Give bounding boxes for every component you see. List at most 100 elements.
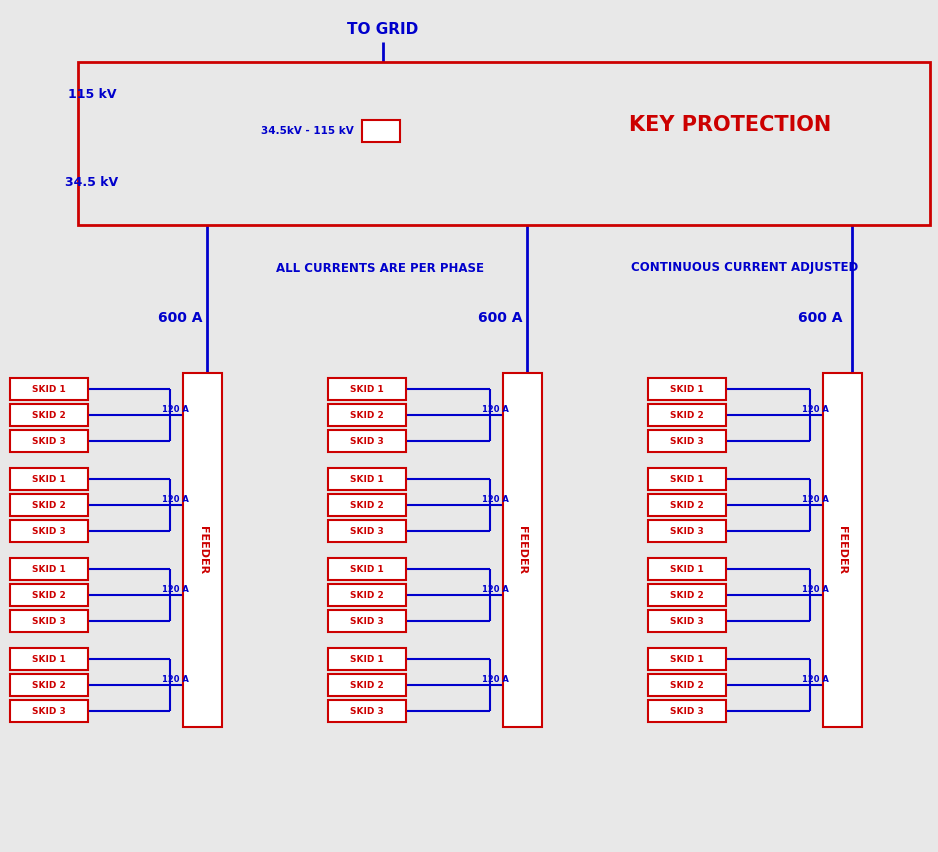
Bar	[328, 378, 406, 400]
Text: SKID 3: SKID 3	[670, 706, 704, 716]
Text: SKID 3: SKID 3	[350, 617, 384, 625]
Text: 120 A: 120 A	[802, 405, 828, 413]
Text: 120 A: 120 A	[482, 584, 508, 594]
Bar	[10, 430, 88, 452]
Bar	[183, 373, 222, 727]
Bar	[10, 648, 88, 670]
Bar	[328, 648, 406, 670]
Text: SKID 2: SKID 2	[670, 681, 704, 689]
Bar	[328, 674, 406, 696]
Text: CONTINUOUS CURRENT ADJUSTED: CONTINUOUS CURRENT ADJUSTED	[631, 262, 858, 274]
Text: SKID 1: SKID 1	[670, 654, 704, 664]
Text: SKID 2: SKID 2	[670, 411, 704, 419]
Bar	[823, 373, 862, 727]
Bar	[10, 558, 88, 580]
Bar	[10, 700, 88, 722]
Text: 120 A: 120 A	[161, 494, 189, 504]
Text: ALL CURRENTS ARE PER PHASE: ALL CURRENTS ARE PER PHASE	[276, 262, 484, 274]
Text: 600 A: 600 A	[158, 311, 203, 325]
Text: SKID 1: SKID 1	[32, 565, 66, 573]
Text: 120 A: 120 A	[802, 584, 828, 594]
Text: SKID 3: SKID 3	[32, 527, 66, 536]
Bar	[328, 520, 406, 542]
Text: SKID 2: SKID 2	[670, 500, 704, 509]
Bar	[328, 558, 406, 580]
Bar	[648, 378, 726, 400]
Text: SKID 1: SKID 1	[350, 475, 384, 483]
Bar	[648, 584, 726, 606]
Text: 120 A: 120 A	[482, 675, 508, 683]
Bar	[648, 674, 726, 696]
Text: SKID 2: SKID 2	[32, 681, 66, 689]
Bar	[648, 520, 726, 542]
Bar	[648, 648, 726, 670]
Bar	[648, 610, 726, 632]
Bar	[328, 430, 406, 452]
Text: SKID 2: SKID 2	[350, 411, 384, 419]
Text: SKID 1: SKID 1	[32, 654, 66, 664]
Text: 120 A: 120 A	[482, 405, 508, 413]
Bar	[328, 610, 406, 632]
Text: SKID 1: SKID 1	[32, 475, 66, 483]
Bar	[648, 404, 726, 426]
Text: SKID 1: SKID 1	[670, 475, 704, 483]
Text: SKID 3: SKID 3	[32, 617, 66, 625]
Text: 120 A: 120 A	[802, 494, 828, 504]
Text: 120 A: 120 A	[161, 405, 189, 413]
Text: SKID 3: SKID 3	[350, 706, 384, 716]
Text: SKID 2: SKID 2	[350, 590, 384, 600]
Bar	[328, 584, 406, 606]
Bar	[78, 62, 930, 225]
Text: 115 kV: 115 kV	[68, 89, 116, 101]
Text: SKID 2: SKID 2	[32, 590, 66, 600]
Bar	[648, 468, 726, 490]
Text: SKID 1: SKID 1	[670, 565, 704, 573]
Bar	[10, 468, 88, 490]
Text: FEEDER: FEEDER	[198, 526, 207, 574]
Text: SKID 3: SKID 3	[670, 527, 704, 536]
Text: 120 A: 120 A	[802, 675, 828, 683]
Bar	[328, 494, 406, 516]
Bar	[648, 558, 726, 580]
Bar	[648, 700, 726, 722]
Bar	[10, 610, 88, 632]
Text: SKID 2: SKID 2	[350, 681, 384, 689]
Text: SKID 2: SKID 2	[32, 500, 66, 509]
Text: 34.5 kV: 34.5 kV	[65, 176, 118, 189]
Text: SKID 2: SKID 2	[350, 500, 384, 509]
Text: SKID 3: SKID 3	[670, 617, 704, 625]
Text: SKID 1: SKID 1	[350, 654, 384, 664]
Text: 120 A: 120 A	[482, 494, 508, 504]
Bar	[328, 404, 406, 426]
Bar	[503, 373, 542, 727]
Text: FEEDER: FEEDER	[518, 526, 527, 574]
Bar	[648, 430, 726, 452]
Text: SKID 3: SKID 3	[350, 436, 384, 446]
Bar	[328, 468, 406, 490]
Text: 600 A: 600 A	[477, 311, 522, 325]
Text: SKID 2: SKID 2	[32, 411, 66, 419]
Bar	[10, 674, 88, 696]
Bar	[362, 120, 400, 142]
Text: SKID 1: SKID 1	[350, 565, 384, 573]
Text: SKID 3: SKID 3	[670, 436, 704, 446]
Bar	[10, 404, 88, 426]
Text: 34.5kV - 115 kV: 34.5kV - 115 kV	[262, 126, 354, 136]
Bar	[648, 494, 726, 516]
Text: SKID 1: SKID 1	[32, 384, 66, 394]
Text: 120 A: 120 A	[161, 584, 189, 594]
Text: FEEDER: FEEDER	[838, 526, 848, 574]
Bar	[10, 494, 88, 516]
Text: SKID 3: SKID 3	[32, 706, 66, 716]
Text: KEY PROTECTION: KEY PROTECTION	[628, 115, 831, 135]
Bar	[10, 378, 88, 400]
Text: 120 A: 120 A	[161, 675, 189, 683]
Bar	[328, 700, 406, 722]
Text: 600 A: 600 A	[797, 311, 842, 325]
Bar	[10, 520, 88, 542]
Bar	[10, 584, 88, 606]
Text: SKID 3: SKID 3	[32, 436, 66, 446]
Text: SKID 1: SKID 1	[670, 384, 704, 394]
Text: SKID 3: SKID 3	[350, 527, 384, 536]
Text: SKID 1: SKID 1	[350, 384, 384, 394]
